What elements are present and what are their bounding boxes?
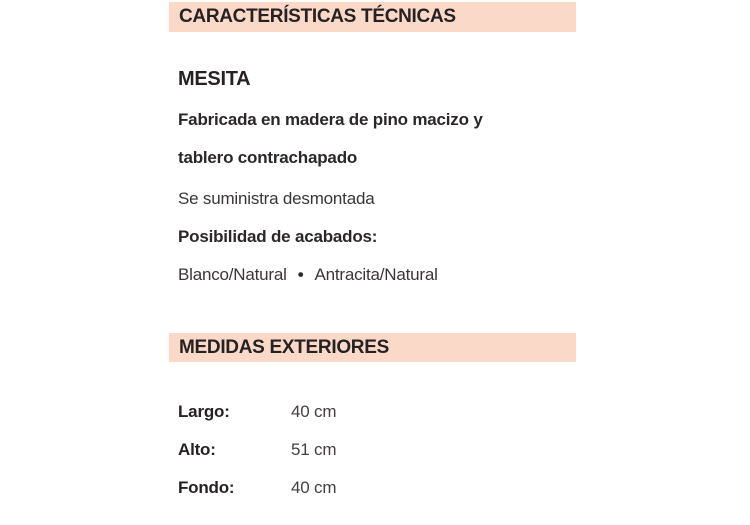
section-header-measurements: MEDIDAS EXTERIORES [169, 333, 576, 362]
finishes-label: Posibilidad de acabados: [178, 227, 378, 246]
bullet-separator-icon: • [297, 265, 304, 284]
finishes-options: Blanco/Natural • Antracita/Natural [169, 265, 576, 285]
product-name: MESITA [178, 68, 251, 90]
measure-label: Largo: [178, 402, 230, 421]
section-header-technical: CARACTERÍSTICAS TÉCNICAS [169, 2, 576, 32]
assembly-note: Se suministra desmontada [178, 189, 375, 208]
measure-row-fondo: Fondo: 40 cm [178, 478, 576, 498]
measure-value: 40 cm [291, 478, 337, 497]
measure-row-largo: Largo: 40 cm [178, 402, 576, 422]
measurements-list: Largo: 40 cm Alto: 51 cm Fondo: 40 cm [169, 402, 576, 498]
finish-option-antracita-natural: Antracita/Natural [314, 265, 438, 284]
finish-option-blanco-natural: Blanco/Natural [178, 265, 287, 284]
measure-label: Alto: [178, 440, 216, 459]
measure-row-alto: Alto: 51 cm [178, 440, 576, 460]
description-line-1: Fabricada en madera de pino macizo y [178, 110, 483, 129]
measure-value: 40 cm [291, 402, 337, 421]
measure-label: Fondo: [178, 478, 235, 497]
description-line-2: tablero contrachapado [178, 148, 358, 167]
spec-sheet: CARACTERÍSTICAS TÉCNICAS MESITA Fabricad… [169, 0, 576, 525]
measure-value: 51 cm [291, 440, 337, 459]
